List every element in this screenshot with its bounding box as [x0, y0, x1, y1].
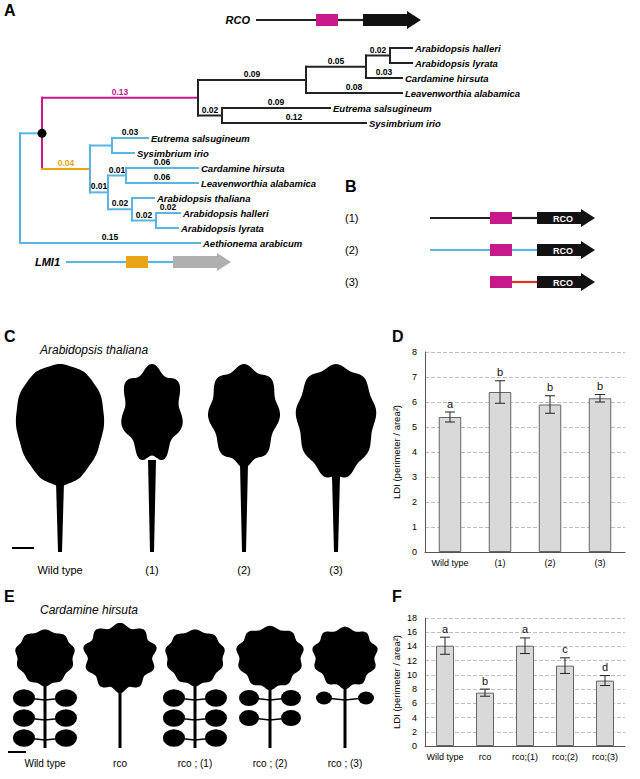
svg-text:0.05: 0.05: [328, 56, 345, 66]
svg-text:(3): (3): [595, 558, 606, 568]
svg-text:6: 6: [412, 698, 417, 708]
svg-text:rco ; (1): rco ; (1): [178, 758, 212, 769]
svg-text:0.03: 0.03: [376, 67, 393, 77]
svg-text:rco: rco: [113, 758, 127, 769]
svg-text:0: 0: [412, 741, 417, 751]
svg-text:a: a: [442, 623, 449, 635]
svg-text:14: 14: [407, 641, 417, 651]
svg-text:rco ; (3): rco ; (3): [328, 758, 362, 769]
svg-text:b: b: [597, 380, 603, 392]
svg-text:rco: rco: [479, 752, 492, 762]
svg-text:E: E: [4, 588, 15, 605]
svg-text:b: b: [482, 675, 488, 687]
svg-text:4: 4: [412, 713, 417, 723]
svg-text:Wild type: Wild type: [426, 752, 463, 762]
svg-text:3: 3: [412, 472, 417, 482]
svg-text:(2): (2): [345, 244, 358, 256]
svg-text:0.13: 0.13: [112, 87, 129, 97]
svg-text:0: 0: [412, 547, 417, 557]
svg-text:(3): (3): [345, 276, 358, 288]
svg-text:rco ; (2): rco ; (2): [253, 758, 287, 769]
svg-text:12: 12: [407, 656, 417, 666]
svg-text:2: 2: [412, 727, 417, 737]
svg-text:RCO: RCO: [553, 246, 573, 256]
svg-text:10: 10: [407, 670, 417, 680]
svg-text:6: 6: [412, 397, 417, 407]
svg-text:0.02: 0.02: [160, 202, 177, 212]
svg-text:Cardamine hirsuta: Cardamine hirsuta: [40, 603, 138, 617]
svg-text:rco;(3): rco;(3): [592, 752, 618, 762]
svg-text:(2): (2): [237, 564, 250, 576]
svg-text:0.03: 0.03: [122, 127, 139, 137]
svg-text:A: A: [4, 2, 16, 19]
svg-text:0.02: 0.02: [136, 210, 153, 220]
svg-text:(1): (1): [145, 564, 158, 576]
svg-text:8: 8: [412, 684, 417, 694]
svg-text:0.06: 0.06: [154, 172, 171, 182]
svg-text:Leavenworthia alabamica: Leavenworthia alabamica: [405, 88, 520, 99]
svg-text:Cardamine hirsuta: Cardamine hirsuta: [201, 163, 284, 174]
svg-text:Sysimbrium irio: Sysimbrium irio: [137, 148, 209, 159]
svg-text:(3): (3): [329, 564, 342, 576]
svg-text:C: C: [4, 328, 16, 345]
svg-text:Sysimbrium irio: Sysimbrium irio: [369, 118, 441, 129]
svg-text:a: a: [447, 398, 454, 410]
svg-text:d: d: [602, 661, 608, 673]
svg-text:0.01: 0.01: [91, 181, 108, 191]
svg-text:rco;(2): rco;(2): [552, 752, 578, 762]
svg-text:RCO: RCO: [226, 14, 251, 26]
svg-text:0.01: 0.01: [109, 165, 126, 175]
svg-text:(2): (2): [545, 558, 556, 568]
svg-text:D: D: [392, 328, 404, 345]
svg-text:Arabidopsis lyrata: Arabidopsis lyrata: [414, 58, 498, 69]
svg-text:0.02: 0.02: [202, 105, 219, 115]
svg-text:4: 4: [412, 447, 417, 457]
svg-text:0.15: 0.15: [102, 232, 119, 242]
svg-text:Cardamine hirsuta: Cardamine hirsuta: [405, 73, 488, 84]
svg-text:16: 16: [407, 627, 417, 637]
svg-text:8: 8: [412, 347, 417, 357]
svg-text:0.12: 0.12: [286, 112, 303, 122]
svg-text:(1): (1): [495, 558, 506, 568]
svg-text:Aethionema arabicum: Aethionema arabicum: [202, 238, 303, 249]
svg-text:RCO: RCO: [553, 214, 573, 224]
svg-text:Arabidopsis halleri: Arabidopsis halleri: [414, 43, 501, 54]
svg-text:F: F: [392, 588, 402, 605]
svg-text:Arabidopsis halleri: Arabidopsis halleri: [182, 208, 269, 219]
svg-text:2: 2: [412, 497, 417, 507]
svg-text:Leavenworthia alabamica: Leavenworthia alabamica: [201, 178, 316, 189]
svg-text:b: b: [497, 366, 503, 378]
svg-text:LMI1: LMI1: [35, 256, 60, 268]
svg-text:B: B: [345, 178, 357, 195]
svg-text:0.09: 0.09: [268, 97, 285, 107]
svg-text:Arabidopsis thaliana: Arabidopsis thaliana: [156, 193, 250, 204]
svg-text:18: 18: [407, 613, 417, 623]
svg-text:0.04: 0.04: [58, 158, 75, 168]
svg-text:0.02: 0.02: [112, 198, 129, 208]
svg-text:0.09: 0.09: [244, 69, 261, 79]
svg-text:7: 7: [412, 372, 417, 382]
svg-text:LDI (perimeter / area²): LDI (perimeter / area²): [391, 635, 402, 729]
svg-text:1: 1: [412, 522, 417, 532]
svg-text:c: c: [562, 643, 568, 655]
svg-text:Arabidopsis thaliana: Arabidopsis thaliana: [39, 343, 148, 357]
svg-text:b: b: [547, 381, 553, 393]
svg-text:Wild type: Wild type: [37, 564, 82, 576]
svg-text:Arabidopsis lyrata: Arabidopsis lyrata: [180, 223, 264, 234]
svg-text:0.08: 0.08: [346, 82, 363, 92]
svg-text:LDI (perimeter / area²): LDI (perimeter / area²): [391, 405, 402, 499]
svg-text:0.06: 0.06: [154, 157, 171, 167]
svg-text:Eutrema salsugineum: Eutrema salsugineum: [151, 133, 250, 144]
svg-text:5: 5: [412, 422, 417, 432]
svg-text:Wild type: Wild type: [431, 558, 468, 568]
svg-text:Eutrema salsugineum: Eutrema salsugineum: [333, 103, 432, 114]
svg-text:a: a: [522, 623, 529, 635]
svg-text:(1): (1): [345, 212, 358, 224]
svg-text:rco;(1): rco;(1): [512, 752, 538, 762]
svg-text:Wild type: Wild type: [24, 758, 66, 769]
svg-text:0.02: 0.02: [370, 45, 387, 55]
svg-text:RCO: RCO: [553, 278, 573, 288]
